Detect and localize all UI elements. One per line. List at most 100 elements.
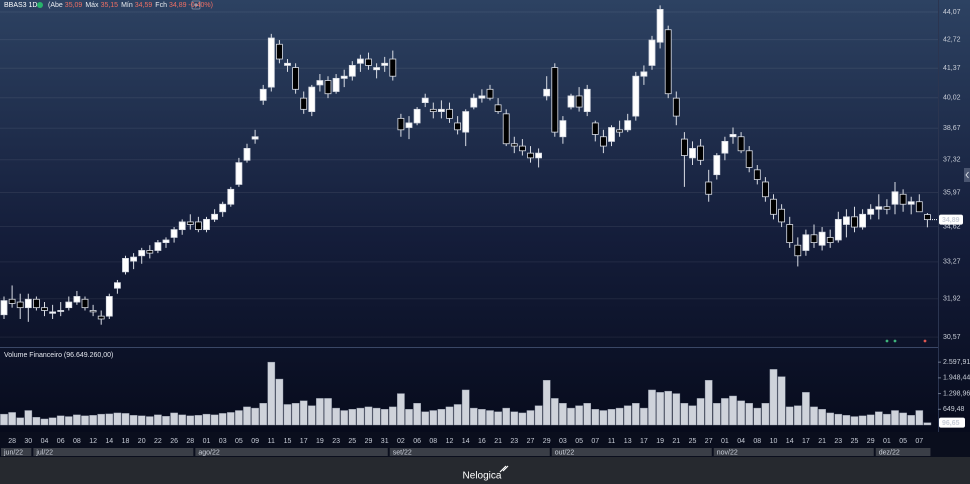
volume-bar <box>210 414 219 426</box>
y-tick-label: 33,27 <box>943 259 961 266</box>
candle-body <box>365 58 372 66</box>
candle-body <box>551 67 559 133</box>
month-box <box>551 448 712 456</box>
x-tick-label: 25 <box>689 438 697 445</box>
volume-bar <box>551 398 559 426</box>
volume-bar <box>866 414 875 426</box>
candle-body <box>308 86 316 112</box>
candle-body <box>97 315 105 320</box>
candle-body <box>737 136 745 152</box>
volume-bar <box>704 380 713 426</box>
volume-bar <box>664 390 672 426</box>
candle-body <box>49 311 56 314</box>
x-tick-label: 11 <box>268 438 275 445</box>
side-tab[interactable] <box>964 168 970 182</box>
volume-bar <box>316 398 324 426</box>
candle-body <box>243 148 251 161</box>
candle-body <box>843 216 850 225</box>
volume-tick-label: 2.597,91 <box>943 359 970 366</box>
candle-body <box>510 143 518 147</box>
candle-body <box>16 301 24 309</box>
volume-bar <box>121 413 130 426</box>
add-button[interactable] <box>191 0 201 10</box>
candle-body <box>348 65 356 77</box>
volume-bar <box>672 393 681 426</box>
x-tick-label: 01 <box>721 438 729 445</box>
volume-bar <box>915 410 924 426</box>
candle-body <box>794 244 802 257</box>
brand-mark <box>499 465 509 473</box>
quote-value: 35,09 <box>65 2 83 9</box>
quote-value: 34,59 <box>135 2 153 9</box>
candle-body <box>616 129 623 133</box>
candle-body <box>397 117 405 131</box>
volume-bar <box>729 395 737 426</box>
last-volume-box <box>939 417 965 428</box>
x-tick-label: 11 <box>608 438 615 445</box>
volume-bar <box>40 418 49 426</box>
candle-body <box>454 122 462 131</box>
candle-body <box>284 62 291 66</box>
volume-bar <box>397 393 405 426</box>
candle-body <box>89 310 97 313</box>
candle-body <box>834 218 842 241</box>
volume-bar <box>32 417 41 426</box>
brand-logo: Nelogica <box>463 465 509 482</box>
candle-body <box>753 169 761 180</box>
volume-bar <box>510 411 519 426</box>
volume-bar <box>559 403 567 426</box>
volume-bar <box>73 414 81 426</box>
x-tick-label: 29 <box>365 438 373 445</box>
x-tick-label: 19 <box>316 438 324 445</box>
y-tick-label: 35,97 <box>943 189 961 196</box>
volume-bar <box>802 392 810 426</box>
candle-body <box>194 221 202 231</box>
candle-body <box>356 58 364 64</box>
candle-body <box>826 236 834 243</box>
volume-bar <box>737 400 745 426</box>
volume-bar <box>883 413 891 426</box>
volume-bar <box>761 403 770 426</box>
volume-bar <box>648 389 656 426</box>
volume-bar <box>259 403 268 426</box>
x-tick-label: 21 <box>494 438 502 445</box>
candle-body <box>608 127 615 142</box>
month-label: nov/22 <box>717 449 738 456</box>
x-tick-label: 29 <box>867 438 875 445</box>
volume-bar <box>688 405 697 426</box>
volume-bar <box>186 415 195 426</box>
volume-bar <box>218 413 227 426</box>
x-tick-label: 25 <box>851 438 859 445</box>
x-tick-label: 05 <box>899 438 907 445</box>
volume-bar <box>640 407 648 426</box>
x-tick-label: 09 <box>251 438 259 445</box>
month-label: ago/22 <box>198 449 220 456</box>
volume-bar <box>777 376 786 426</box>
candle-body <box>762 181 769 198</box>
x-tick-label: 19 <box>656 438 664 445</box>
volume-bar <box>235 410 243 426</box>
candle-body <box>138 250 146 257</box>
quote-label: Máx <box>85 2 99 9</box>
candle-body <box>478 95 486 99</box>
volume-bar <box>364 406 373 426</box>
candle-body <box>24 298 32 309</box>
candle-body <box>219 203 227 213</box>
x-tick-label: 12 <box>446 438 454 445</box>
volume-bar <box>372 407 381 426</box>
month-label: dez/22 <box>879 449 900 456</box>
candle-body <box>867 208 875 215</box>
x-tick-label: 25 <box>348 438 356 445</box>
last-price-box <box>939 214 963 225</box>
volume-bar <box>202 413 211 426</box>
candle-body <box>664 29 672 95</box>
volume-bar <box>251 407 259 426</box>
candle-body <box>470 97 478 108</box>
quote-label: Fch <box>155 2 167 9</box>
y-tick-label: 40,02 <box>943 95 961 102</box>
volume-bar <box>526 410 535 426</box>
volume-bar <box>534 405 543 426</box>
candle-body <box>502 113 510 145</box>
volume-bar <box>113 412 122 426</box>
y-tick-label: 42,72 <box>943 37 961 44</box>
